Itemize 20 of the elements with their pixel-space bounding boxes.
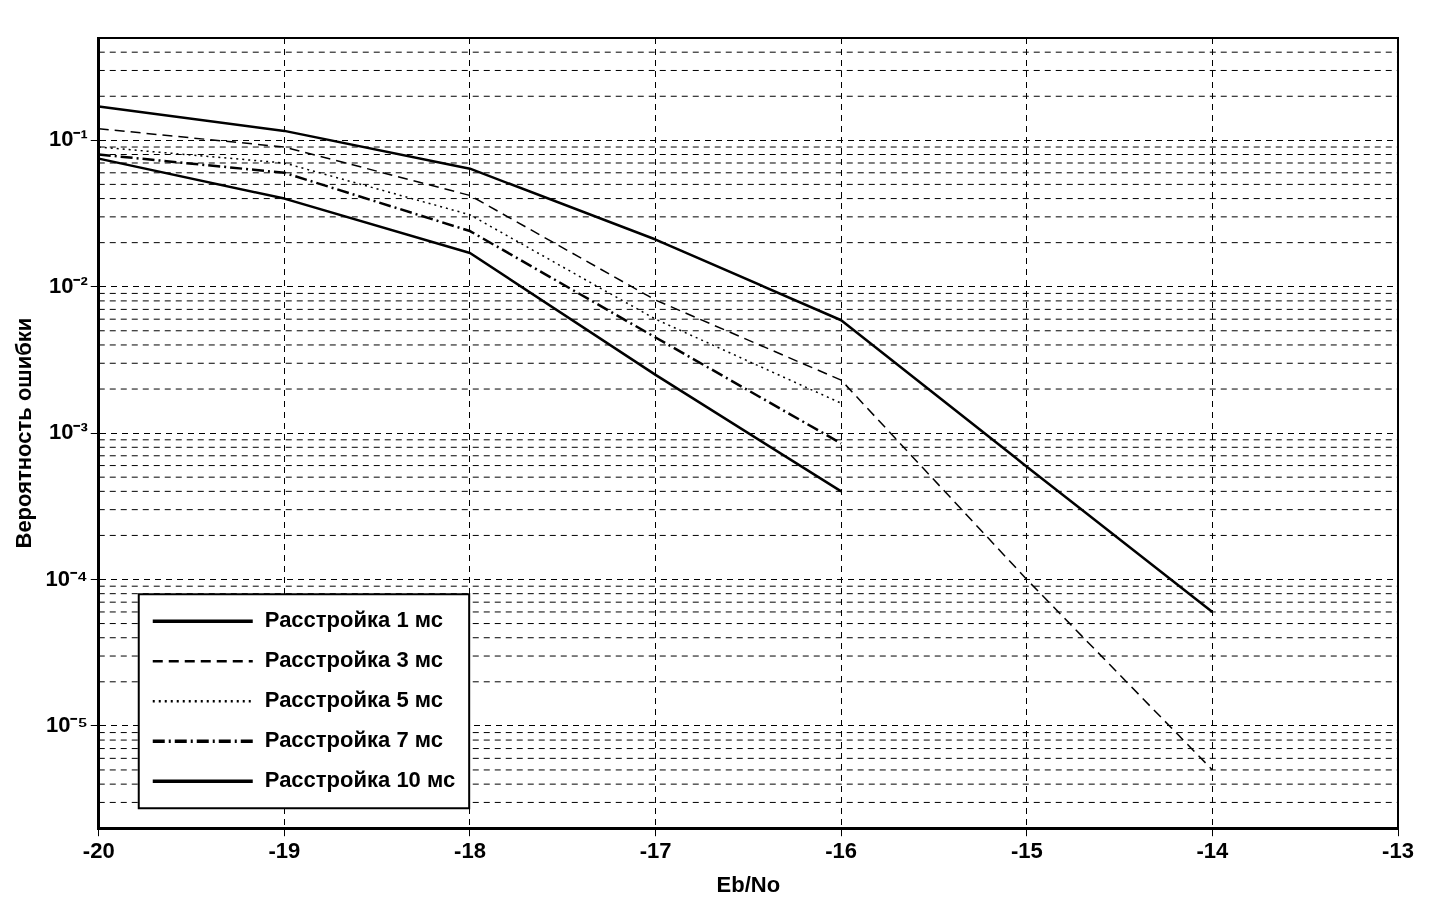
x-axis-title: Eb/No <box>716 871 781 897</box>
x-tick-label: -14 <box>1196 838 1230 864</box>
y-tick-label: 10⁻² <box>48 272 88 298</box>
x-tick-label: -19 <box>268 838 301 864</box>
legend-label: Расстройка 7 мс <box>264 727 443 753</box>
legend-label: Расстройка 5 мс <box>264 687 443 713</box>
x-tick-label: -16 <box>825 838 858 864</box>
x-tick-label: -18 <box>454 838 486 864</box>
y-tick-label: 10⁻⁵ <box>45 711 88 737</box>
x-tick-label: -15 <box>1010 838 1043 864</box>
x-tick-label: -17 <box>639 838 672 864</box>
legend-label: Расстройка 3 мс <box>264 647 443 673</box>
x-tick-label: -13 <box>1382 838 1414 864</box>
legend-label: Расстройка 10 мс <box>264 767 456 793</box>
y-axis-title: Вероятность ошибки <box>11 317 37 549</box>
x-tick-label: -20 <box>82 838 115 864</box>
y-tick-label: 10⁻⁴ <box>45 565 88 591</box>
y-tick-label: 10⁻¹ <box>48 126 88 152</box>
legend-label: Расстройка 1 мс <box>264 607 443 633</box>
y-tick-label: 10⁻³ <box>48 419 88 445</box>
